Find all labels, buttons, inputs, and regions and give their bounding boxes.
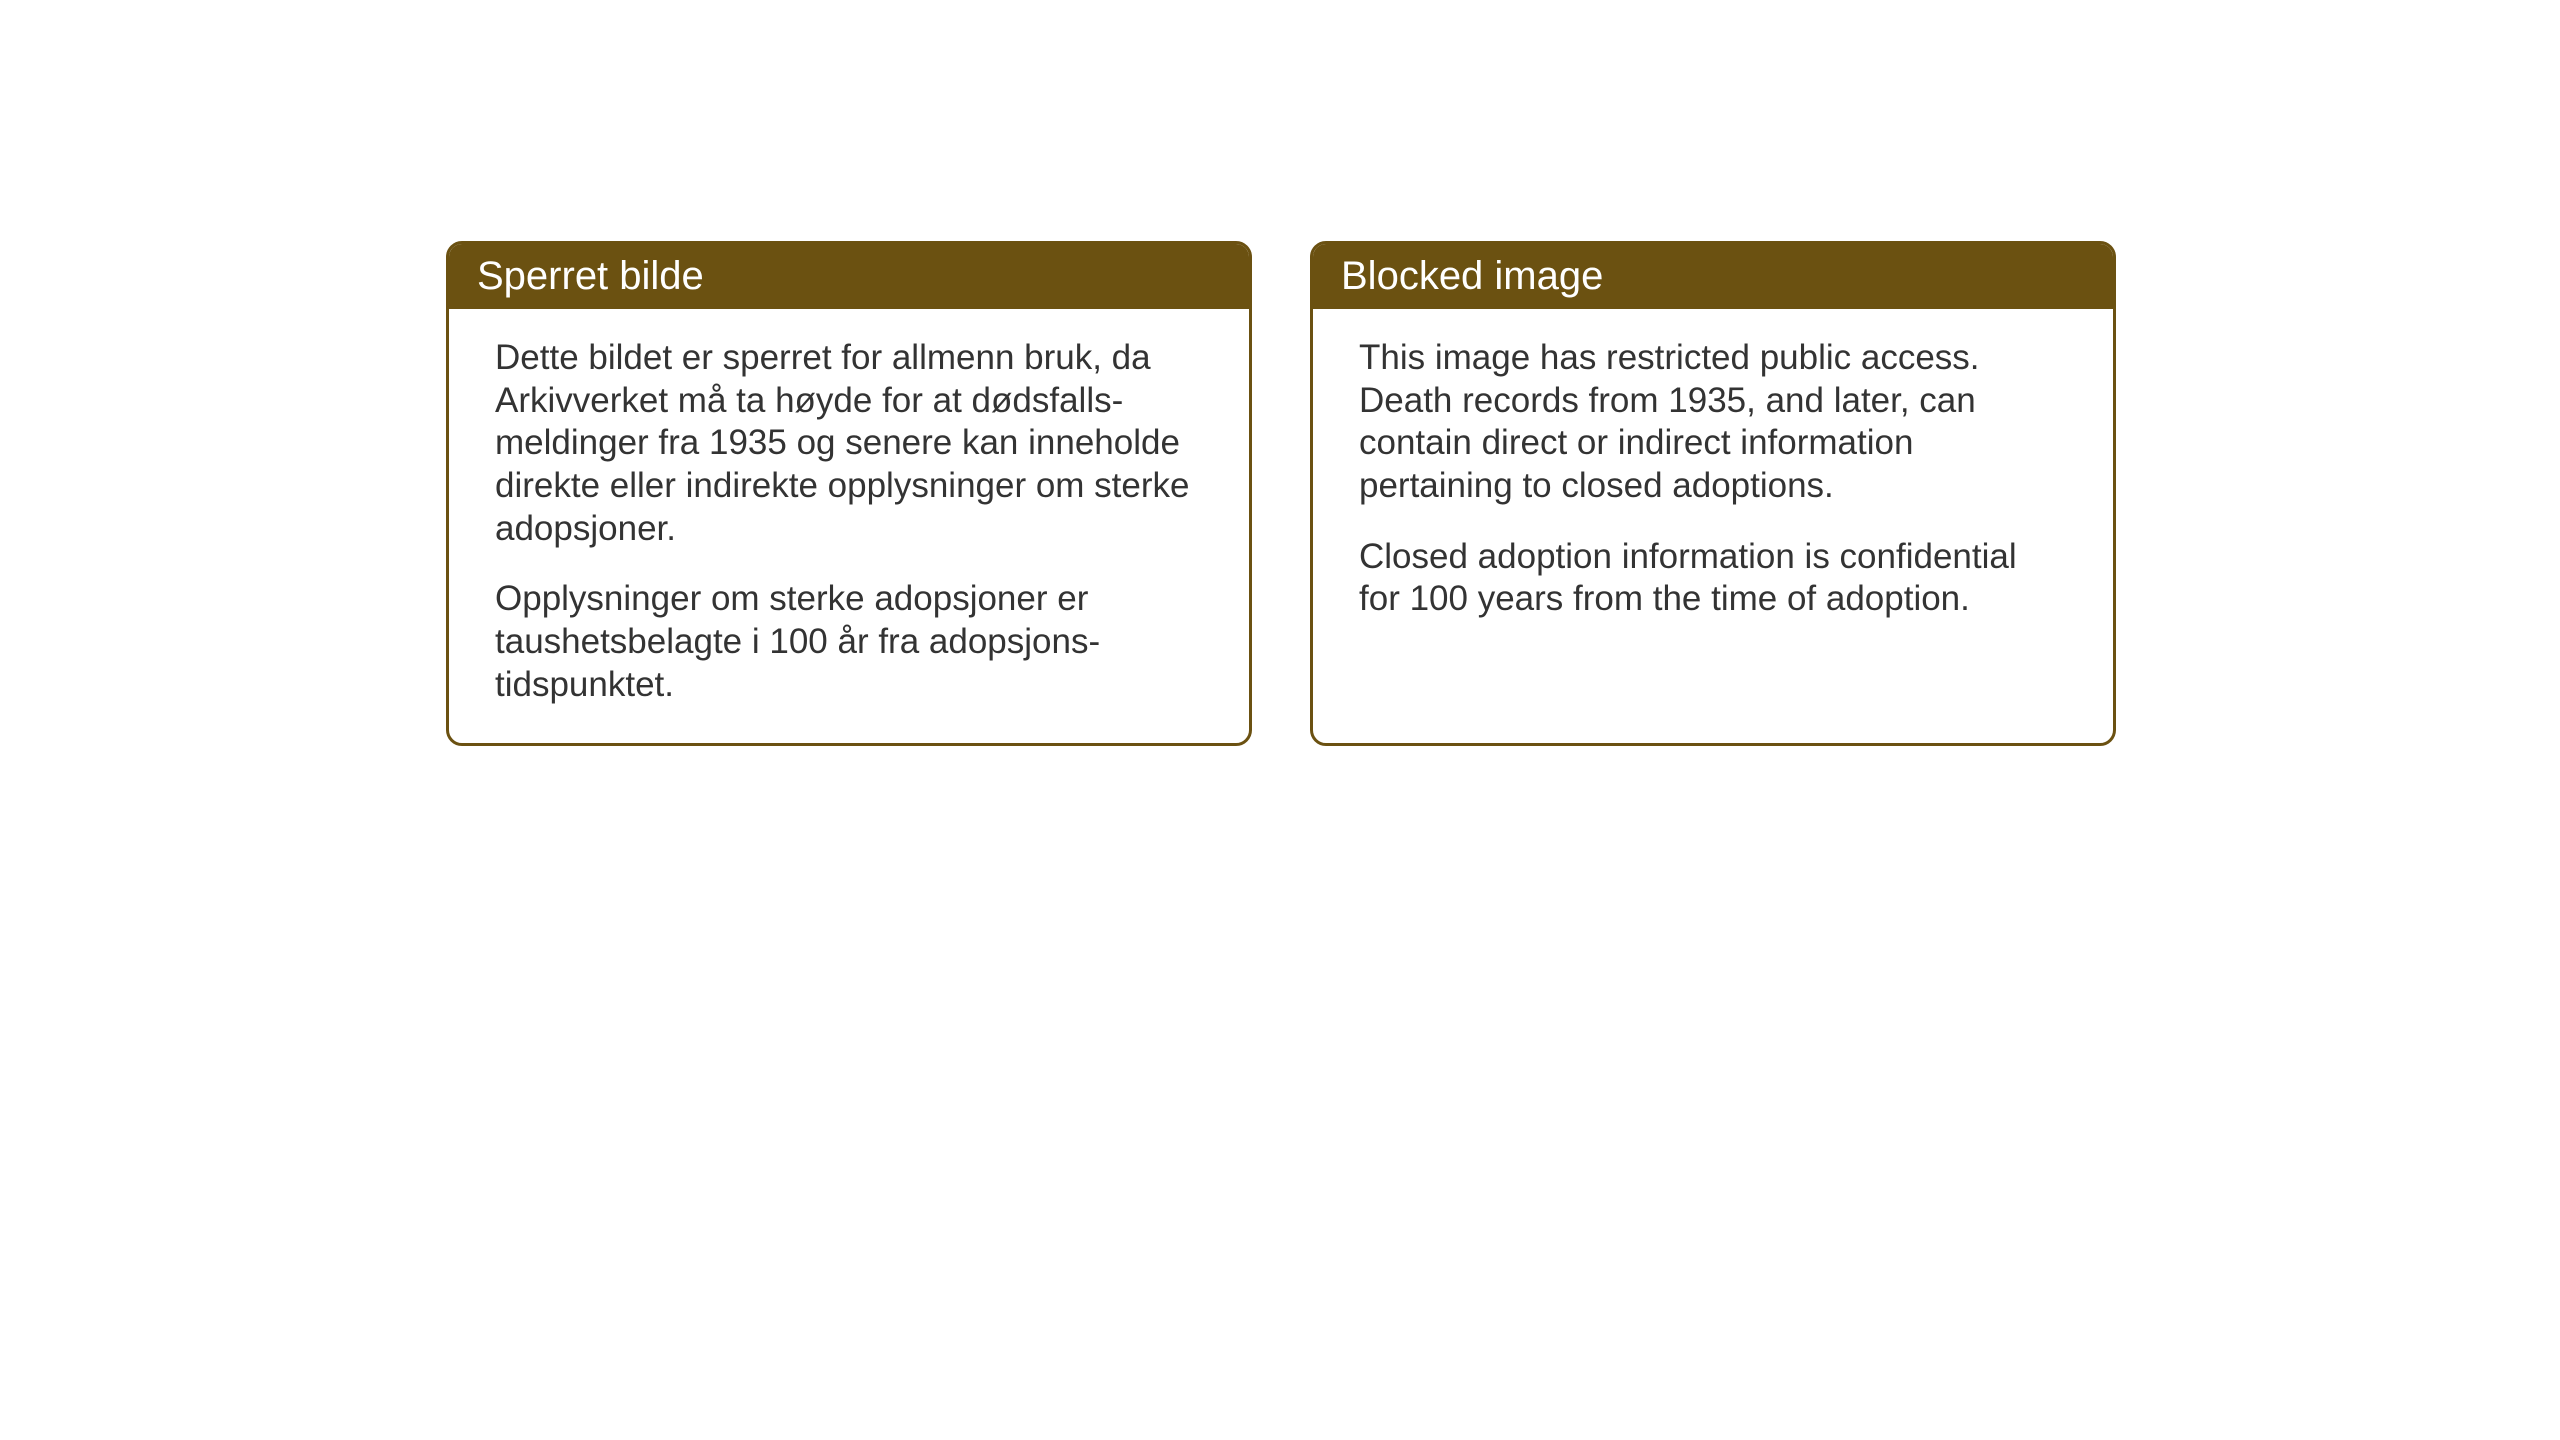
card-title-english: Blocked image — [1341, 254, 1603, 298]
card-header-english: Blocked image — [1313, 244, 2113, 309]
notice-card-english: Blocked image This image has restricted … — [1310, 241, 2116, 746]
card-paragraph-2-norwegian: Opplysninger om sterke adopsjoner er tau… — [495, 578, 1203, 706]
card-paragraph-2-english: Closed adoption information is confident… — [1359, 536, 2067, 621]
card-title-norwegian: Sperret bilde — [477, 254, 704, 298]
card-paragraph-1-english: This image has restricted public access.… — [1359, 337, 2067, 508]
card-body-norwegian: Dette bildet er sperret for allmenn bruk… — [449, 309, 1249, 743]
card-body-english: This image has restricted public access.… — [1313, 309, 2113, 657]
card-header-norwegian: Sperret bilde — [449, 244, 1249, 309]
notice-card-norwegian: Sperret bilde Dette bildet er sperret fo… — [446, 241, 1252, 746]
card-paragraph-1-norwegian: Dette bildet er sperret for allmenn bruk… — [495, 337, 1203, 550]
notice-cards-container: Sperret bilde Dette bildet er sperret fo… — [446, 241, 2116, 746]
